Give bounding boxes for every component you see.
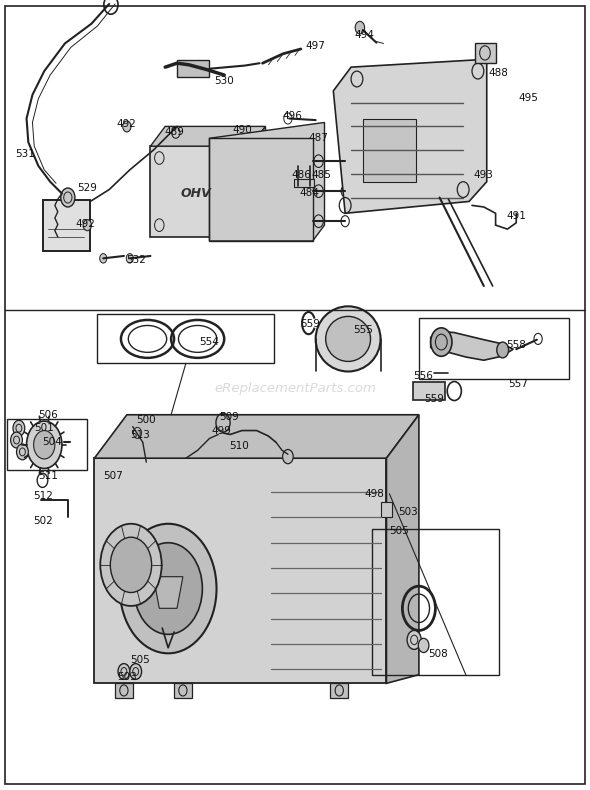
Polygon shape [94,415,419,458]
Polygon shape [251,126,266,237]
Text: 493: 493 [474,171,494,180]
Circle shape [61,188,75,207]
Circle shape [123,121,131,132]
Text: 513: 513 [130,431,150,440]
Text: 491: 491 [506,212,526,221]
Text: 511: 511 [38,472,58,481]
Text: 486: 486 [291,170,311,179]
Text: 559: 559 [300,319,320,329]
Circle shape [283,450,293,464]
Text: OHV: OHV [180,187,211,200]
Text: 485: 485 [312,170,332,179]
Bar [174,683,192,698]
Circle shape [11,432,22,448]
Text: 504: 504 [42,437,62,446]
Circle shape [314,155,323,167]
Text: 502: 502 [33,517,53,526]
Circle shape [126,254,133,263]
Circle shape [314,215,323,228]
Text: 492: 492 [76,220,96,229]
Bar [209,138,313,241]
Text: 555: 555 [353,325,373,335]
Text: 512: 512 [33,491,53,501]
Circle shape [407,630,421,649]
Polygon shape [431,332,513,360]
Text: 498: 498 [365,489,385,498]
Text: 531: 531 [15,149,35,159]
Text: 490: 490 [232,125,252,134]
Bar [177,60,209,77]
Circle shape [34,431,55,459]
Text: 497: 497 [306,41,326,51]
Circle shape [130,664,142,679]
Text: 510: 510 [229,441,249,450]
Polygon shape [150,146,251,237]
Circle shape [497,342,509,358]
Circle shape [100,254,107,263]
Circle shape [118,664,130,679]
Text: 530: 530 [214,77,234,86]
Bar [372,529,499,675]
Polygon shape [94,458,386,683]
Text: 557: 557 [508,379,528,389]
Text: 558: 558 [506,340,526,350]
Bar [419,318,569,379]
Circle shape [418,638,429,653]
Text: 507: 507 [103,472,123,481]
Text: 503: 503 [398,507,418,517]
Text: 495: 495 [518,93,538,103]
Circle shape [431,328,452,356]
Circle shape [13,420,25,436]
Text: 503: 503 [117,672,137,682]
Text: 529: 529 [77,183,97,193]
Bar [97,314,274,363]
Text: 505: 505 [130,655,150,664]
Bar [7,419,87,470]
Circle shape [120,524,217,653]
Text: eReplacementParts.com: eReplacementParts.com [214,382,376,395]
Polygon shape [209,122,324,241]
Bar [363,118,416,182]
Text: 506: 506 [38,410,58,419]
Polygon shape [386,415,419,683]
Bar [43,200,90,251]
Text: 532: 532 [126,255,146,265]
Circle shape [110,537,152,592]
Text: 508: 508 [428,649,448,659]
Polygon shape [150,126,266,146]
Circle shape [355,21,365,34]
Text: 509: 509 [219,412,239,422]
Text: 554: 554 [199,337,219,347]
Text: 489: 489 [164,127,184,137]
Bar [43,200,90,251]
Polygon shape [153,577,183,608]
Text: 500: 500 [136,416,156,425]
Text: 501: 501 [34,423,54,433]
Text: 559: 559 [424,394,444,404]
Circle shape [17,444,28,460]
Circle shape [100,524,162,606]
Polygon shape [475,43,496,63]
Text: 487: 487 [309,134,329,143]
Ellipse shape [326,317,371,362]
Polygon shape [381,502,392,517]
Bar [294,179,314,187]
Text: 556: 556 [414,371,434,381]
Polygon shape [333,59,487,213]
Text: 494: 494 [355,30,375,40]
Bar [330,683,348,698]
Bar [115,683,133,698]
Text: 499: 499 [211,426,231,435]
Bar [413,382,445,400]
Ellipse shape [316,307,381,371]
Text: 488: 488 [489,68,509,77]
Circle shape [134,543,202,634]
Circle shape [83,220,91,231]
Text: 484: 484 [300,188,320,198]
Text: 492: 492 [117,119,137,129]
Text: 496: 496 [282,111,302,121]
Text: 505: 505 [389,526,409,536]
Circle shape [27,421,62,468]
Circle shape [314,185,323,198]
